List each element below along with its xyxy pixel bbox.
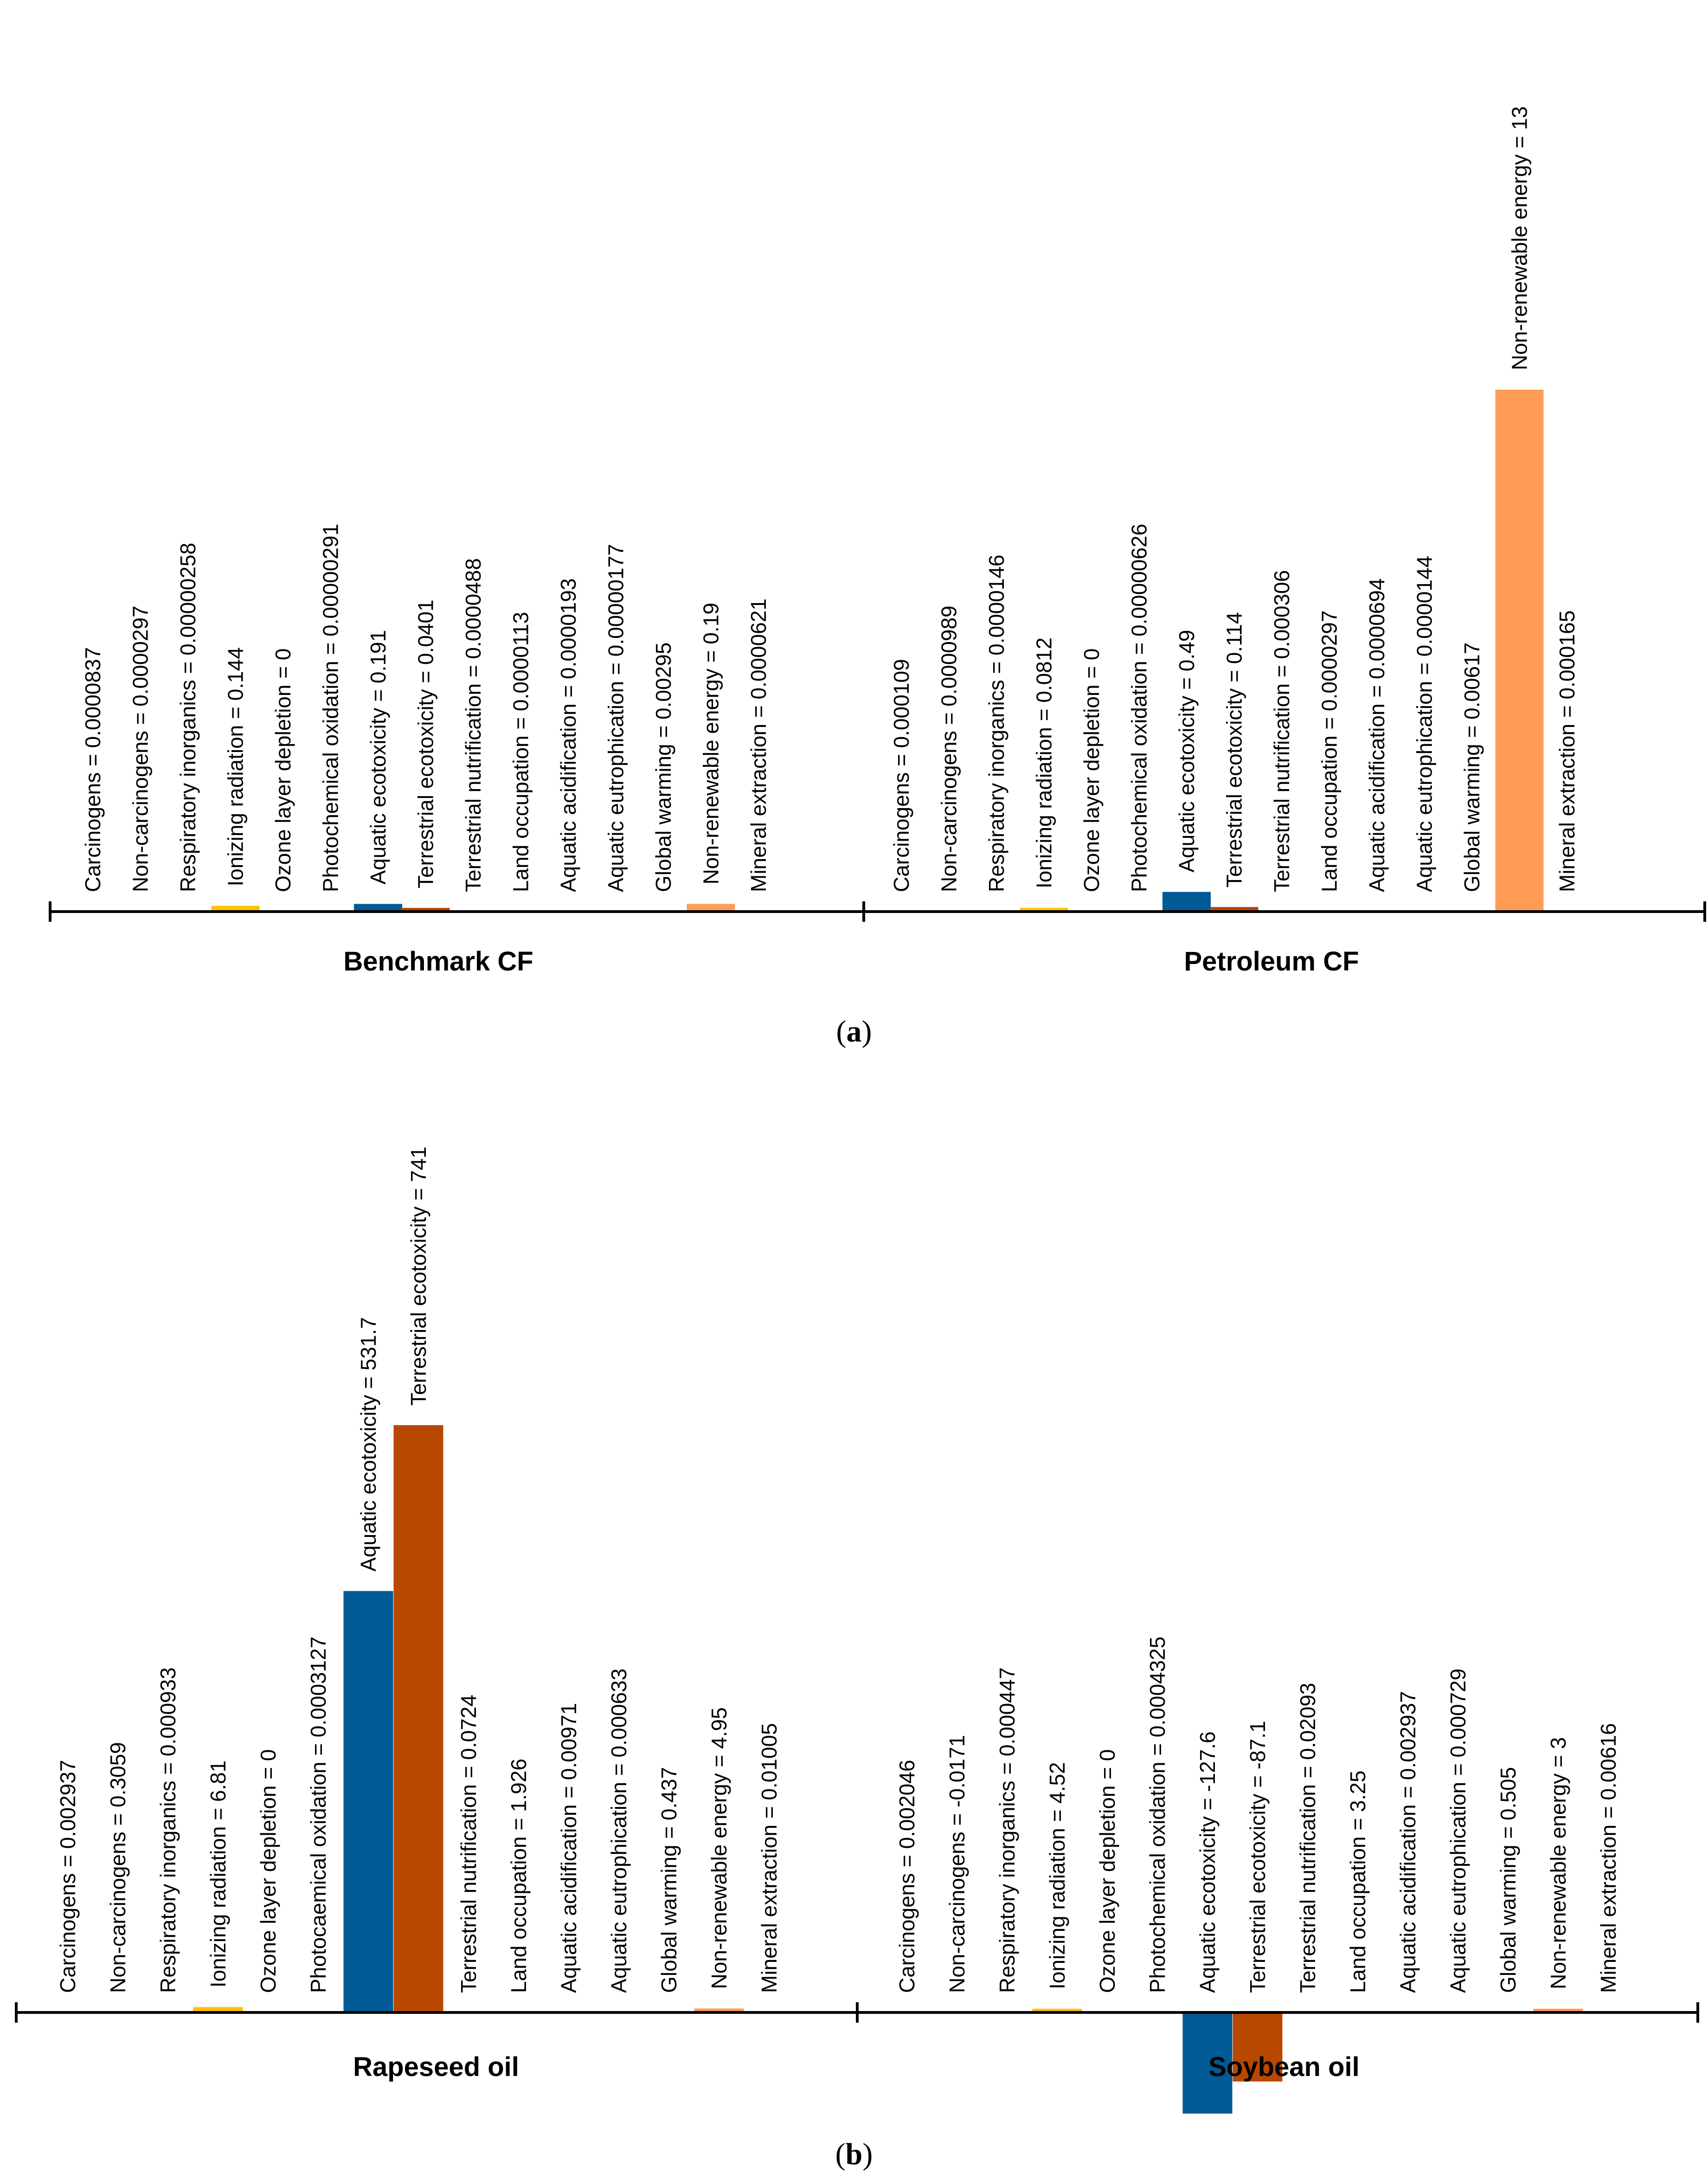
bar-label-mineral-extraction-b0: Mineral extraction = 0.01005	[757, 1723, 781, 1993]
group-label-petroleum-cf: Petroleum CF	[1184, 946, 1359, 977]
bar-label-ionizing-radiation-b0: Ionizing radiation = 6.81	[206, 1761, 230, 1988]
bar-label-respiratory-inorganics-b0: Respiratory inorganics = 0.000933	[156, 1667, 180, 1993]
panel-a-chart: Carcinogens = 0.0000837 Non-carcinogens =…	[49, 106, 1706, 1048]
group-label-soybean-oil: Soybean oil	[1208, 2052, 1360, 2082]
bar-label-photochemical-oxidation-a0: Photochemical oxidation = 0.00000291	[319, 524, 343, 892]
bar-label-non-carcinogens-a0: Non-carcinogens = 0.0000297	[128, 605, 153, 892]
bar-aquatic-ecotoxicity-b1	[1182, 2012, 1233, 2114]
bar-label-non-carcinogens-b1: Non-carcinogens = -0.0171	[945, 1735, 969, 1993]
panel-caption-a-letter: a	[847, 1015, 862, 1048]
bar-label-photochemical-oxidation-b1: Photochemical oxidation = 0.0004325	[1145, 1636, 1169, 1993]
panel-a-bar-labels: Carcinogens = 0.0000837 Non-carcinogens =…	[81, 106, 1579, 892]
bar-terrestrial-ecotoxicity-b0	[393, 1425, 443, 2012]
panel-a-ticks	[49, 901, 1706, 922]
bar-label-aquatic-acidification-b0: Aquatic acidification = 0.00971	[557, 1703, 581, 1993]
bar-ionizing-radiation-a0	[211, 906, 260, 912]
bar-label-carcinogens-b1: Carcinogens = 0.002046	[895, 1760, 919, 1993]
bar-label-ozone-layer-depletion-a1: Ozone layer depletion = 0	[1079, 648, 1104, 892]
bar-label-global-warming-b0: Global warming = 0.437	[657, 1767, 681, 1993]
panel-b-bar-labels: Carcinogens = 0.002937 Non-carcinogens = …	[56, 1146, 1620, 1993]
bar-aquatic-ecotoxicity-a0	[354, 904, 402, 912]
bar-ionizing-radiation-b1	[1032, 2009, 1082, 2012]
bar-label-ozone-layer-depletion-b1: Ozone layer depletion = 0	[1095, 1749, 1119, 1993]
bar-label-ionizing-radiation-a1: Ionizing radiation = 0.0812	[1032, 637, 1056, 888]
bar-label-land-occupation-a1: Land occupation = 0.0000297	[1317, 611, 1342, 892]
bar-label-terrestrial-nutrification-a0: Terrestrial nutrification = 0.0000488	[461, 558, 485, 892]
panel-b-bars	[193, 1425, 1583, 2114]
bar-label-aquatic-acidification-a0: Aquatic acidification = 0.0000193	[556, 578, 580, 892]
bar-label-aquatic-ecotoxicity-b0: Aquatic ecotoxicity = 531.7	[356, 1317, 380, 1572]
bar-label-ionizing-radiation-a0: Ionizing radiation = 0.144	[224, 647, 248, 886]
bar-label-non-carcinogens-b0: Non-carcinogens = 0.3059	[106, 1742, 130, 1993]
bar-non-renewable-energy-a0	[687, 904, 735, 912]
bar-label-ozone-layer-depletion-a0: Ozone layer depletion = 0	[271, 648, 295, 892]
bar-aquatic-ecotoxicity-b0	[343, 1591, 393, 2012]
panel-b-ticks	[15, 2002, 1699, 2023]
bar-label-global-warming-a1: Global warming = 0.00617	[1460, 643, 1484, 892]
panel-caption-b-letter: b	[846, 2137, 863, 2171]
panel-a-bars	[211, 390, 1544, 912]
bar-label-non-renewable-energy-b0: Non-renewable energy = 4.95	[707, 1707, 731, 1989]
bar-non-renewable-energy-b1	[1533, 2009, 1583, 2012]
bar-label-respiratory-inorganics-a1: Respiratory inorganics = 0.0000146	[984, 554, 1008, 892]
bar-label-global-warming-b1: Global warming = 0.505	[1496, 1767, 1520, 1993]
bar-label-carcinogens-a1: Carcinogens = 0.000109	[889, 659, 913, 892]
bar-label-aquatic-acidification-b1: Aquatic acidification = 0.002937	[1396, 1691, 1420, 1993]
bar-label-photochemical-oxidation-a1: Photochemical oxidation = 0.00000626	[1127, 524, 1151, 892]
bar-label-photocaemical-oxidation-b0: Photocaemical oxidation = 0.0003127	[306, 1636, 330, 1993]
bar-ionizing-radiation-b0	[193, 2007, 243, 2012]
panel-caption-b: (b)	[835, 2137, 873, 2171]
bar-terrestrial-ecotoxicity-a1	[1210, 907, 1259, 912]
bar-label-land-occupation-b0: Land occupation = 1.926	[507, 1759, 531, 1993]
bar-terrestrial-ecotoxicity-b1	[1233, 2012, 1283, 2082]
bar-label-non-renewable-energy-a0: Non-renewable energy = 0.19	[699, 603, 723, 884]
bar-label-aquatic-acidification-a1: Aquatic acidification = 0.0000694	[1365, 578, 1389, 892]
group-label-rapeseed-oil: Rapeseed oil	[353, 2052, 519, 2082]
bar-label-mineral-extraction-b1: Mineral extraction = 0.00616	[1596, 1723, 1620, 1993]
bar-label-respiratory-inorganics-b1: Respiratory inorganics = 0.000447	[995, 1667, 1019, 1993]
bar-label-aquatic-eutrophication-a0: Aquatic eutrophication = 0.00000177	[604, 544, 628, 892]
bar-label-terrestrial-nutrification-a1: Terrestrial nutrification = 0.000306	[1270, 570, 1294, 892]
group-label-benchmark-cf: Benchmark CF	[343, 946, 533, 977]
bar-label-global-warming-a0: Global warming = 0.00295	[651, 643, 675, 892]
bar-label-respiratory-inorganics-a0: Respiratory inorganics = 0.00000258	[176, 543, 200, 892]
bar-non-renewable-energy-a1	[1495, 390, 1544, 912]
panel-caption-a: (a)	[836, 1015, 872, 1048]
panel-b-chart: Carcinogens = 0.002937 Non-carcinogens = …	[15, 1146, 1699, 2171]
bar-label-mineral-extraction-a1: Mineral extraction = 0.000165	[1555, 611, 1579, 892]
bar-label-aquatic-ecotoxicity-a1: Aquatic ecotoxicity = 0.49	[1175, 630, 1199, 873]
bar-label-non-renewable-energy-a1: Non-renewable energy = 13	[1508, 106, 1532, 370]
bar-label-carcinogens-a0: Carcinogens = 0.0000837	[81, 647, 105, 892]
bar-label-aquatic-ecotoxicity-b1: Aquatic ecotoxicity = -127.6	[1195, 1731, 1220, 1993]
bar-label-aquatic-eutrophication-b0: Aquatic eutrophication = 0.000633	[607, 1669, 631, 1993]
bar-label-non-carcinogens-a1: Non-carcinogens = 0.0000989	[937, 605, 961, 892]
bar-label-ozone-layer-depletion-b0: Ozone layer depletion = 0	[256, 1749, 280, 1993]
bar-label-terrestrial-ecotoxicity-a1: Terrestrial ecotoxicity = 0.114	[1222, 612, 1246, 888]
bar-label-aquatic-ecotoxicity-a0: Aquatic ecotoxicity = 0.191	[366, 630, 390, 885]
bar-label-terrestrial-nutrification-b1: Terrestrial nutrification = 0.02093	[1296, 1683, 1320, 1993]
bar-ionizing-radiation-a1	[1020, 908, 1068, 912]
bar-aquatic-ecotoxicity-a1	[1162, 892, 1211, 912]
bar-terrestrial-ecotoxicity-a0	[401, 908, 450, 912]
bar-label-land-occupation-a0: Land occupation = 0.0000113	[509, 612, 533, 892]
bar-label-terrestrial-ecotoxicity-b0: Terrestrial ecotoxicity = 741	[406, 1146, 430, 1406]
bar-label-non-renewable-energy-b1: Non-renewable energy = 3	[1546, 1737, 1570, 1989]
bar-label-terrestrial-nutrification-b0: Terrestrial nutrification = 0.0724	[456, 1695, 481, 1993]
bar-label-ionizing-radiation-b1: Ionizing radiation = 4.52	[1045, 1762, 1069, 1989]
bar-non-renewable-energy-b0	[694, 2008, 744, 2012]
bar-label-carcinogens-b0: Carcinogens = 0.002937	[56, 1760, 80, 1993]
bar-label-terrestrial-ecotoxicity-b1: Terrestrial ecotoxicity = -87.1	[1246, 1721, 1270, 1993]
bar-label-terrestrial-ecotoxicity-a0: Terrestrial ecotoxicity = 0.0401	[414, 599, 438, 888]
bar-label-land-occupation-b1: Land occupation = 3.25	[1346, 1770, 1370, 1993]
bar-label-aquatic-eutrophication-a1: Aquatic eutrophication = 0.0000144	[1413, 556, 1437, 892]
bar-label-mineral-extraction-a0: Mineral extraction = 0.0000621	[746, 598, 771, 892]
bar-label-aquatic-eutrophication-b1: Aquatic eutrophication = 0.000729	[1446, 1669, 1470, 1993]
